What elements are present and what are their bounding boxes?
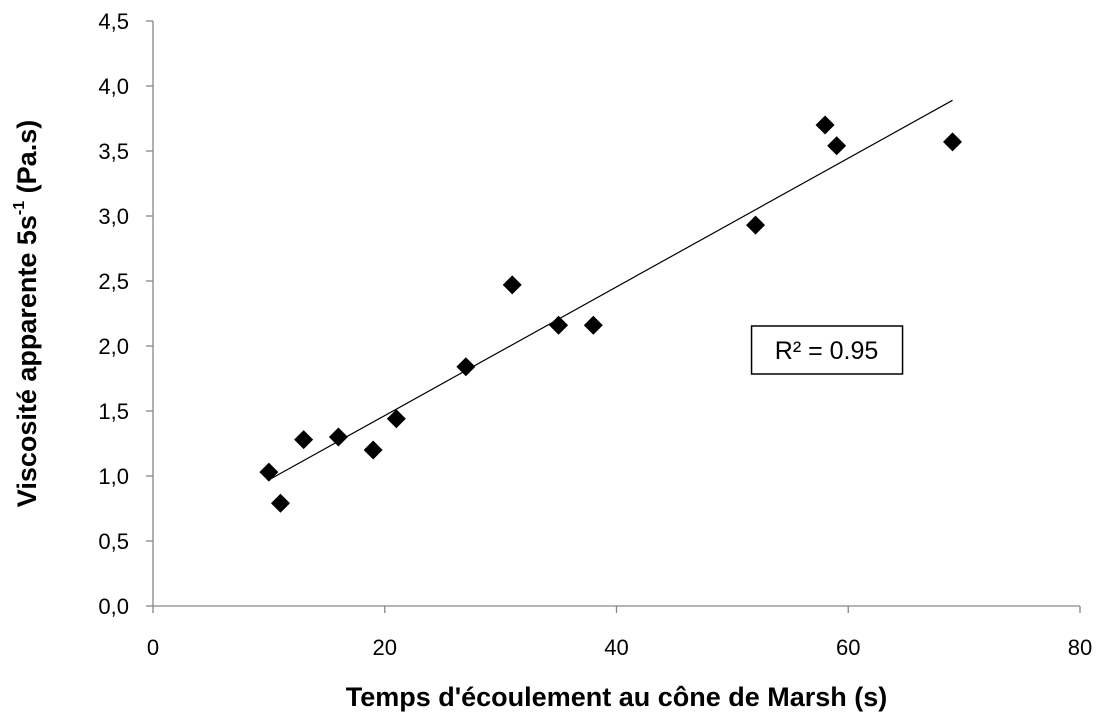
r-squared-box (750, 325, 904, 375)
y-axis-title-superscript: -1 (11, 201, 28, 215)
y-tick-label: 4,0 (98, 74, 129, 99)
y-tick-label: 1,5 (98, 399, 129, 424)
data-point (549, 315, 569, 335)
y-axis-title-main: Viscosité apparente 5s (12, 215, 42, 507)
y-tick-label: 0,5 (98, 529, 129, 554)
y-tick-label: 1,0 (98, 464, 129, 489)
x-tick-label: 20 (373, 635, 397, 660)
data-point (294, 430, 314, 450)
x-tick-label: 60 (836, 635, 860, 660)
x-tick-label: 40 (604, 635, 628, 660)
annotation-layer: R² = 0.95 (750, 325, 904, 375)
data-point (827, 136, 847, 156)
data-point (815, 115, 835, 135)
y-tick-label: 2,0 (98, 334, 129, 359)
r-squared-label: R² = 0.95 (775, 337, 879, 365)
data-point (583, 315, 603, 335)
linear-trendline (268, 99, 953, 481)
trendline-layer (268, 99, 953, 481)
x-tick-label: 80 (1068, 635, 1092, 660)
y-tick-label: 4,5 (98, 9, 129, 34)
x-axis-title: Temps d'écoulement au cône de Marsh (s) (346, 682, 888, 712)
y-tick-label: 0,0 (98, 594, 129, 619)
data-point (328, 427, 348, 447)
axes: 0,0 0,5 1,0 1,5 2,0 2,5 3,0 3,5 4,0 4,5 0 20 40 60 80 (98, 9, 1092, 660)
data-point (270, 493, 290, 513)
data-points (259, 115, 963, 513)
y-tick-label: 3,0 (98, 204, 129, 229)
y-tick-label: 3,5 (98, 139, 129, 164)
y-axis-title-unit: (Pa.s) (12, 120, 42, 201)
data-point (502, 275, 522, 295)
data-point (456, 357, 476, 377)
data-point (259, 462, 279, 482)
x-tick-label: 0 (147, 635, 159, 660)
data-point (943, 132, 963, 152)
data-point (363, 440, 383, 460)
y-axis-title: Viscosité apparente 5s-1 (Pa.s) (11, 120, 42, 507)
data-point (746, 215, 766, 235)
y-tick-label: 2,5 (98, 269, 129, 294)
data-point (386, 409, 406, 429)
